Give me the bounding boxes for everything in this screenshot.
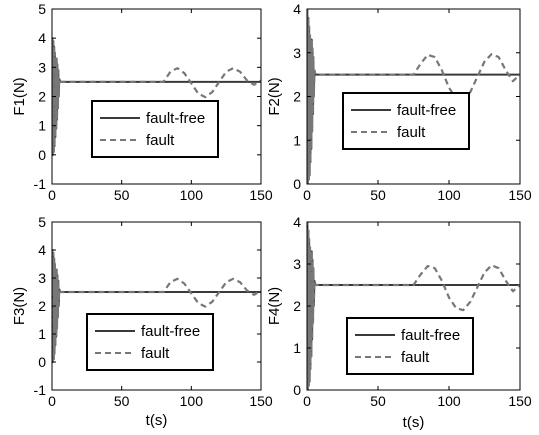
series-group xyxy=(307,9,520,184)
subplot-F3: 0 50 100 150-1012345F3(N)t(s)fault-freefaul… xyxy=(11,214,273,429)
y-tick-label: 0 xyxy=(293,176,301,192)
legend: fault-free fault xyxy=(86,313,214,371)
x-axis-label: t(s) xyxy=(146,412,168,429)
y-tick-label: 1 xyxy=(38,326,46,342)
series-group xyxy=(307,222,520,390)
y-tick-label: 4 xyxy=(38,242,46,258)
y-axis-label: F3(N) xyxy=(11,287,28,325)
y-tick-label: 0 xyxy=(293,382,301,398)
x-axis-label: t(s) xyxy=(403,414,425,431)
x-tick-label: 50 xyxy=(370,187,386,203)
legend: fault-free fault xyxy=(342,92,470,150)
legend: fault-free fault xyxy=(91,100,219,158)
y-axis-label: F4(N) xyxy=(266,287,283,325)
legend-box xyxy=(86,313,214,371)
y-tick-label: 2 xyxy=(293,298,301,314)
legend-label-fault: fault xyxy=(146,132,175,149)
x-tick-label: 100 xyxy=(180,187,204,203)
y-tick-label: 0 xyxy=(38,354,46,370)
y-tick-label: 5 xyxy=(38,1,46,17)
y-tick-label: 1 xyxy=(293,340,301,356)
x-tick-label: 100 xyxy=(437,393,461,409)
y-tick-label: 4 xyxy=(38,30,46,46)
y-tick-label: 3 xyxy=(293,256,301,272)
y-tick-label: 2 xyxy=(38,89,46,105)
legend-box xyxy=(91,100,219,158)
y-tick-label: 3 xyxy=(38,59,46,75)
y-tick-label: 5 xyxy=(38,214,46,230)
legend-label-fault-free: fault-free xyxy=(401,327,460,344)
y-tick-label: 3 xyxy=(293,45,301,61)
y-tick-label: -1 xyxy=(34,176,47,192)
x-tick-label: 150 xyxy=(508,393,532,409)
x-tick-label: 50 xyxy=(114,393,130,409)
x-tick-label: 100 xyxy=(180,393,204,409)
x-tick-label: 0 xyxy=(48,187,56,203)
y-tick-label: -1 xyxy=(34,382,47,398)
y-axis-label: F2(N) xyxy=(266,77,283,115)
y-tick-label: 3 xyxy=(38,270,46,286)
series-fault-line xyxy=(307,9,520,184)
x-tick-label: 150 xyxy=(249,393,273,409)
y-tick-label: 4 xyxy=(293,1,301,17)
subplot-F4: 0 50 100 150 0 1 2 3 4 F4(N) t(s) fault-free fault xyxy=(266,214,532,431)
legend-label-fault: fault xyxy=(397,124,426,141)
x-tick-label: 0 xyxy=(303,187,311,203)
subplot-F2: 0 50 100 150 0 1 2 3 4 F2(N) fault-free fault xyxy=(266,1,532,203)
legend-label-fault-free: fault-free xyxy=(146,110,205,127)
y-tick-label: 2 xyxy=(293,89,301,105)
x-tick-label: 150 xyxy=(508,187,532,203)
legend-label-fault: fault xyxy=(401,349,430,366)
x-tick-label: 0 xyxy=(303,393,311,409)
x-tick-label: 0 xyxy=(48,393,56,409)
x-tick-label: 50 xyxy=(370,393,386,409)
legend-label-fault-free: fault-free xyxy=(397,102,456,119)
legend-box xyxy=(342,92,470,150)
y-tick-label: 2 xyxy=(38,298,46,314)
legend-label-fault-free: fault-free xyxy=(141,323,200,340)
legend: fault-free fault xyxy=(346,317,474,375)
series-fault-line xyxy=(307,222,520,390)
x-tick-label: 50 xyxy=(114,187,130,203)
x-tick-label: 100 xyxy=(437,187,461,203)
x-tick-label: 150 xyxy=(249,187,273,203)
y-tick-label: 4 xyxy=(293,214,301,230)
y-tick-label: 1 xyxy=(293,132,301,148)
y-tick-label: 1 xyxy=(38,118,46,134)
y-tick-label: 0 xyxy=(38,147,46,163)
legend-box xyxy=(346,317,474,375)
y-axis-label: F1(N) xyxy=(11,77,28,115)
legend-label-fault: fault xyxy=(141,345,170,362)
